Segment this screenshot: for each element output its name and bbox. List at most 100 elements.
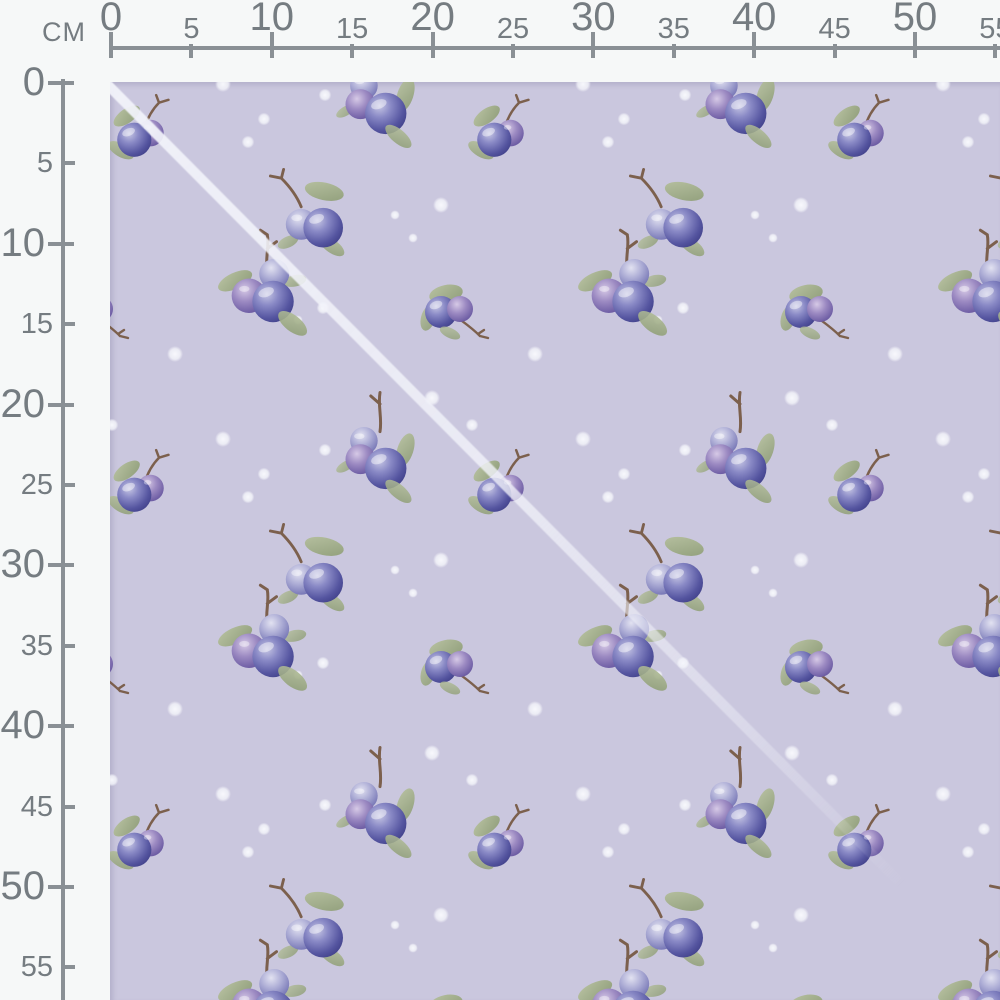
motif-plum-pair-stem-right — [824, 93, 890, 165]
motif-plum-trio-hanging — [692, 746, 780, 864]
ruler-label-25cm: 25 — [496, 13, 530, 45]
pattern-dot — [961, 845, 975, 859]
pattern-dot — [678, 798, 692, 812]
ruler-tick-35cm — [61, 643, 75, 648]
ruler-tick-40cm — [752, 32, 757, 58]
ruler-tick-5cm — [189, 44, 194, 58]
pattern-dot — [617, 112, 631, 126]
motif-plum-pair-stem-right — [824, 803, 890, 875]
pattern-dot — [215, 431, 231, 447]
motif-plum-pair-twig-down — [110, 635, 130, 699]
pattern-dot — [887, 701, 903, 717]
pattern-dot — [527, 346, 543, 362]
pattern-dot — [318, 88, 332, 102]
motif-plum-branch-left — [268, 877, 349, 972]
pattern-dot — [935, 786, 951, 802]
motif-plum-pair-twig-down — [110, 280, 130, 344]
pattern-dot — [527, 701, 543, 717]
motif-plum-cluster-hanging — [933, 583, 1000, 697]
ruler-label-15cm: 15 — [336, 13, 369, 45]
pattern-dot — [575, 786, 591, 802]
ruler-tick-0cm — [48, 81, 74, 85]
ruler-label-40cm: 40 — [0, 703, 46, 748]
pattern-dot — [390, 210, 400, 220]
pattern-dot — [768, 943, 778, 953]
ruler-tick-45cm — [832, 44, 837, 58]
motif-plum-trio-hanging — [692, 82, 780, 154]
ruler-label-10cm: 10 — [249, 0, 295, 39]
motif-plum-pair-twig-down — [416, 280, 490, 344]
pattern-dot — [465, 418, 479, 432]
pattern-dot — [318, 443, 332, 457]
motif-plum-pair-twig-down — [416, 990, 490, 1000]
pattern-dot — [465, 773, 479, 787]
pattern-dot — [617, 822, 631, 836]
motif-plum-pair-stem-right — [464, 448, 530, 520]
motif-plum-trio-hanging — [692, 391, 780, 509]
pattern-dot — [617, 467, 631, 481]
pattern-dot — [750, 565, 760, 575]
ruler-tick-20cm — [48, 402, 74, 407]
pattern-dot — [977, 112, 991, 126]
ruler-label-35cm: 35 — [657, 13, 690, 45]
motif-plum-pair-stem-right — [110, 448, 170, 520]
motif-plum-branch-left — [628, 877, 709, 972]
motif-plum-pair-stem-right — [464, 803, 530, 875]
motif-plum-pair-twig-down — [776, 635, 850, 699]
ruler-tick-45cm — [61, 804, 75, 809]
ruler-tick-30cm — [591, 32, 596, 58]
pattern-dot — [768, 233, 778, 243]
pattern-dot — [961, 135, 975, 149]
fabric-swatch — [110, 82, 1000, 1000]
pattern-dot — [793, 907, 809, 923]
pattern-dot — [977, 467, 991, 481]
ruler-tick-5cm — [61, 161, 75, 166]
plum-pattern — [110, 82, 1000, 1000]
plum-motifs-layer — [110, 82, 1000, 1000]
pattern-dot — [390, 920, 400, 930]
pattern-dot — [390, 565, 400, 575]
motif-plum-pair-twig-down — [776, 280, 850, 344]
pattern-dot — [601, 845, 615, 859]
pattern-dot — [676, 301, 690, 315]
ruler-label-55cm: 55 — [979, 13, 1000, 45]
ruler-label-55cm: 55 — [20, 951, 53, 984]
ruler-label-30cm: 30 — [0, 542, 46, 587]
ruler-tick-55cm — [993, 44, 998, 58]
motif-plum-cluster-hanging — [573, 583, 673, 697]
motif-plum-pair-twig-down — [776, 990, 850, 1000]
pattern-dot — [784, 745, 800, 761]
ruler-label-0cm: 0 — [22, 60, 45, 104]
motif-plum-cluster-hanging — [573, 228, 673, 342]
pattern-dot — [575, 431, 591, 447]
ruler-label-10cm: 10 — [0, 220, 46, 265]
ruler-label-25cm: 25 — [20, 469, 53, 501]
ruler-label-30cm: 30 — [571, 0, 616, 39]
ruler-label-5cm: 5 — [36, 147, 53, 180]
ruler-tick-15cm — [61, 322, 75, 327]
pattern-dot — [575, 82, 591, 92]
ruler-label-50cm: 50 — [0, 864, 46, 908]
motif-plum-pair-stem-right — [824, 448, 890, 520]
pattern-dot — [601, 490, 615, 504]
ruler-tick-20cm — [430, 32, 435, 58]
motif-plum-branch-left — [628, 522, 709, 617]
pattern-dot — [408, 943, 418, 953]
ruler-label-20cm: 20 — [0, 381, 46, 426]
pattern-dot — [935, 431, 951, 447]
pattern-dot — [676, 656, 690, 670]
ruler-tick-35cm — [671, 44, 676, 58]
pattern-dot — [316, 656, 330, 670]
pattern-dot — [825, 773, 839, 787]
motif-plum-branch-left — [268, 167, 349, 262]
motif-plum-pair-stem-right — [110, 803, 170, 875]
pattern-dot — [110, 773, 119, 787]
pattern-dot — [257, 112, 271, 126]
ruler-tick-25cm — [61, 483, 75, 487]
pattern-dot — [257, 467, 271, 481]
ruler-tick-55cm — [61, 965, 75, 970]
pattern-dot — [793, 552, 809, 568]
ruler-label-35cm: 35 — [20, 629, 53, 662]
pattern-dot — [750, 210, 760, 220]
pattern-dot — [257, 822, 271, 836]
